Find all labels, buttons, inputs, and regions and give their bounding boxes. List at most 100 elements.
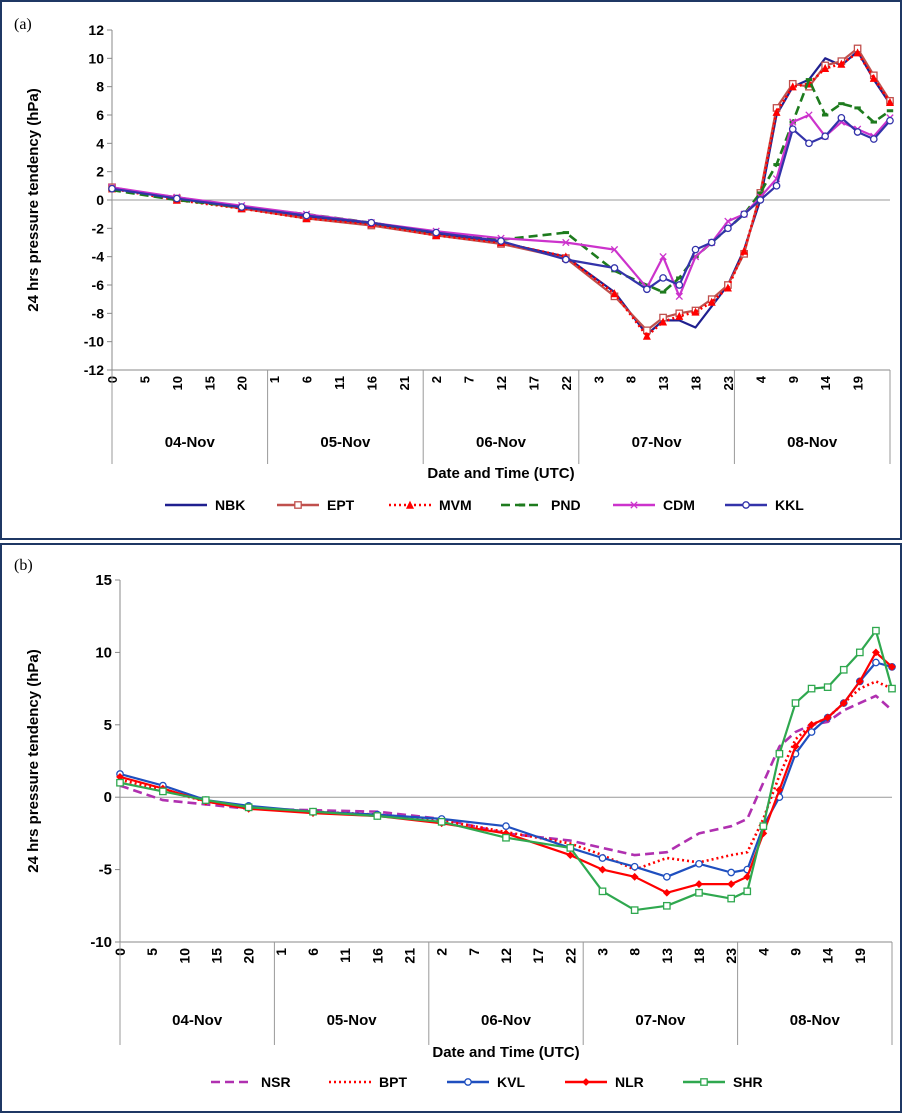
y-tick-label: -8 (92, 305, 105, 321)
data-point (837, 113, 846, 122)
data-point (805, 111, 813, 119)
series-kkl (108, 113, 894, 294)
data-point (853, 48, 862, 57)
data-point (598, 887, 607, 896)
x-tick-label: 1 (267, 376, 282, 383)
date-label: 07-Nov (635, 1012, 686, 1029)
x-tick-label: 7 (466, 948, 482, 956)
x-axis-label: Date and Time (UTC) (432, 1044, 579, 1061)
legend-label: KKL (775, 497, 804, 513)
data-point (695, 888, 703, 897)
x-tick-label: 23 (723, 948, 739, 964)
x-tick-label: 3 (595, 948, 611, 956)
x-tick-label: 13 (659, 948, 675, 964)
data-point (855, 648, 864, 657)
data-point (724, 217, 732, 225)
y-tick-label: 12 (88, 22, 104, 38)
date-label: 04-Nov (172, 1012, 223, 1029)
x-tick-label: 7 (462, 376, 477, 383)
data-point (756, 196, 765, 204)
series-line (119, 629, 894, 912)
data-point (707, 238, 716, 247)
x-tick-label: 19 (852, 948, 868, 964)
data-point (839, 665, 848, 674)
data-point (727, 894, 736, 903)
data-point (821, 132, 830, 141)
data-point (821, 63, 830, 72)
data-point (309, 807, 317, 816)
y-axis-label: 24 hrs pressure tendency (hPa) (25, 88, 42, 311)
y-tick-label: 0 (104, 789, 112, 806)
data-point (659, 253, 667, 261)
x-tick-label: 20 (241, 948, 257, 964)
data-point (610, 264, 619, 272)
x-tick-label: 4 (755, 948, 771, 956)
x-tick-label: 5 (137, 376, 152, 383)
data-point (723, 283, 732, 292)
data-point (610, 245, 619, 254)
series-shr (116, 626, 896, 914)
legend-label: KVL (497, 1074, 525, 1090)
data-point (888, 684, 896, 693)
data-point (853, 128, 862, 136)
x-tick-label: 21 (402, 948, 418, 964)
legend-item-ept: EPT (277, 497, 355, 513)
data-point (643, 285, 651, 294)
series-line (111, 50, 891, 336)
date-label: 08-Nov (787, 434, 838, 451)
data-point (837, 59, 846, 68)
x-tick-label: 1 (273, 948, 289, 956)
x-tick-label: 20 (235, 376, 250, 390)
data-point (869, 135, 878, 143)
series-nbk (111, 50, 891, 336)
legend-item-kvl: KVL (447, 1074, 525, 1090)
data-point (759, 822, 768, 831)
x-tick-label: 6 (300, 376, 315, 383)
legend-item-pnd: PND (501, 497, 581, 513)
data-point (502, 822, 510, 831)
x-tick-label: 17 (526, 376, 541, 390)
x-tick-label: 12 (498, 948, 514, 964)
data-point (805, 139, 813, 148)
x-tick-label: 23 (721, 376, 736, 390)
data-point (775, 786, 784, 794)
data-point (740, 210, 748, 219)
y-tick-label: 6 (96, 107, 104, 123)
data-point (116, 778, 124, 787)
legend-item-kkl: KKL (725, 497, 804, 513)
x-tick-label: 19 (851, 376, 866, 390)
x-tick-label: 2 (434, 948, 450, 956)
y-tick-label: 10 (88, 50, 104, 66)
date-label: 05-Nov (320, 434, 371, 451)
data-point (662, 872, 671, 881)
series-mvm (107, 48, 895, 340)
x-tick-label: 14 (818, 375, 833, 390)
data-point (823, 713, 832, 722)
data-point (707, 297, 716, 306)
x-tick-label: 14 (820, 948, 836, 964)
data-point (743, 887, 752, 896)
data-point (642, 331, 651, 340)
legend-label: CDM (663, 497, 695, 513)
legend-label: EPT (327, 497, 355, 513)
data-point (630, 862, 639, 871)
legend-marker (630, 501, 638, 509)
data-point (724, 224, 732, 233)
data-point (172, 194, 181, 203)
data-point (675, 311, 684, 320)
x-tick-label: 6 (305, 948, 321, 956)
data-point (807, 684, 816, 693)
legend-marker (742, 501, 750, 509)
series-line (111, 51, 892, 338)
data-point (561, 255, 570, 264)
y-tick-label: -10 (90, 934, 112, 951)
data-point (367, 218, 376, 227)
legend-label: NBK (215, 497, 245, 513)
x-tick-label: 13 (656, 376, 671, 390)
series-nlr (116, 648, 896, 897)
legend-item-bpt: BPT (329, 1074, 407, 1090)
data-point (807, 720, 816, 729)
x-tick-label: 21 (397, 376, 412, 390)
x-tick-label: 22 (562, 948, 578, 964)
x-tick-label: 12 (494, 376, 509, 390)
